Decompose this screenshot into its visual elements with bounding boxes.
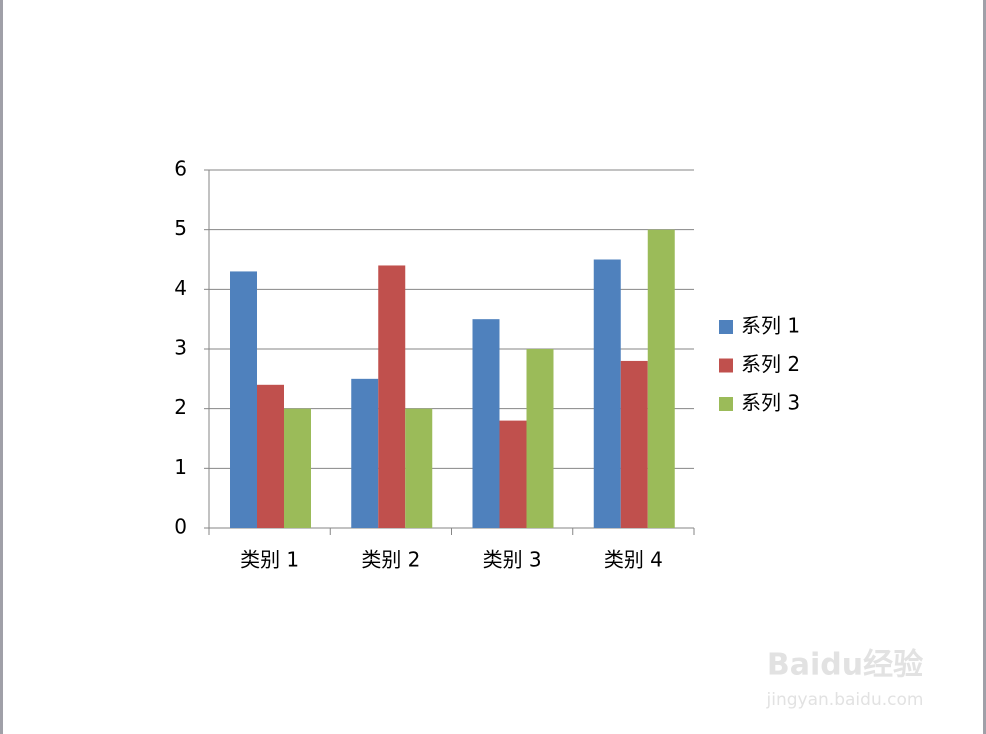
y-tick-label: 1	[174, 455, 187, 479]
bar	[647, 229, 675, 528]
legend-label: 系列 1	[741, 314, 800, 338]
watermark-brand: Baidu经验	[767, 648, 923, 683]
watermark-url: jingyan.baidu.com	[766, 690, 924, 710]
legend-swatch	[719, 320, 733, 334]
bar	[284, 408, 311, 528]
bar	[472, 319, 500, 528]
bar	[351, 378, 379, 528]
bar	[620, 360, 648, 528]
bar	[526, 349, 554, 528]
x-tick-label: 类别 4	[604, 548, 663, 572]
y-tick-label: 4	[174, 276, 187, 300]
y-tick-label: 5	[174, 216, 187, 240]
y-tick-label: 6	[174, 157, 187, 181]
bar	[257, 384, 284, 528]
bar	[378, 265, 406, 528]
legend-label: 系列 2	[741, 352, 800, 376]
legend-swatch	[719, 397, 733, 411]
x-tick-label: 类别 3	[483, 548, 542, 572]
x-tick-label: 类别 2	[361, 548, 420, 572]
bar	[405, 408, 433, 528]
y-tick-label: 3	[174, 336, 187, 360]
x-tick-label: 类别 1	[240, 548, 299, 572]
legend-swatch	[719, 358, 733, 373]
bar	[230, 271, 257, 528]
y-tick-label: 0	[174, 515, 187, 539]
legend-label: 系列 3	[741, 391, 800, 415]
y-tick-label: 2	[174, 395, 187, 419]
bar	[593, 259, 621, 528]
bar	[499, 420, 527, 528]
